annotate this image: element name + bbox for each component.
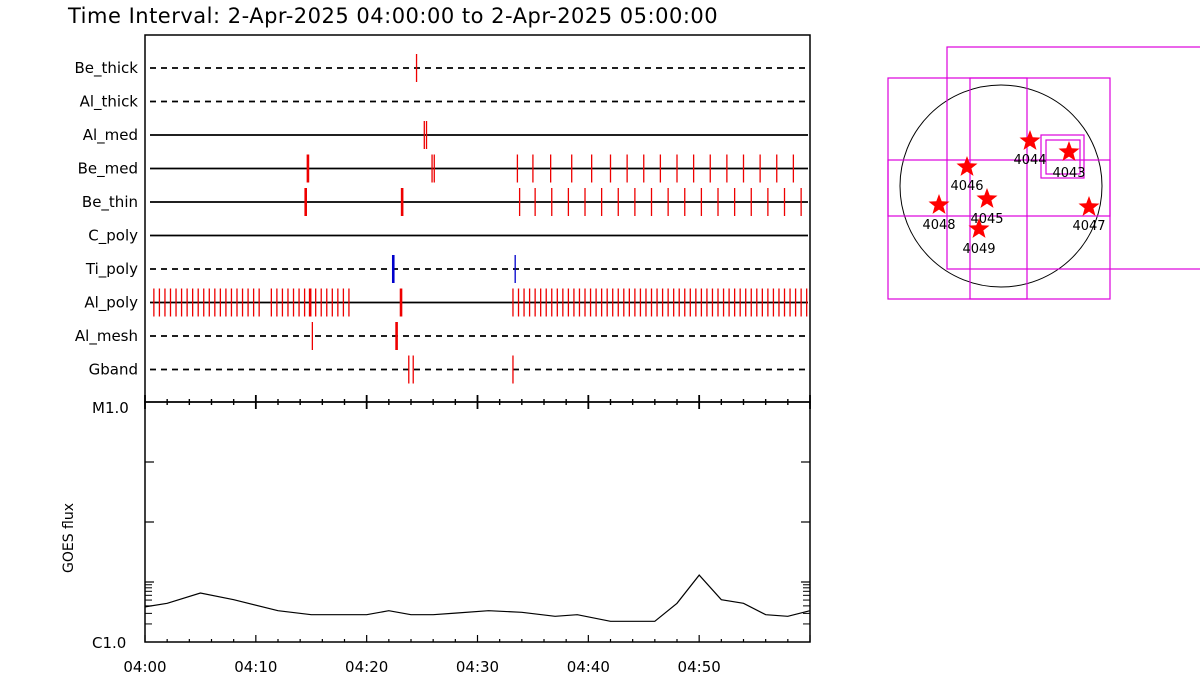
row-label: Al_thick (80, 93, 139, 112)
region-number: 4043 (1052, 166, 1085, 181)
row-label: Be_thin (82, 193, 138, 212)
fov-box (946, 46, 1200, 270)
goes-flux-line (144, 574, 811, 622)
timeline-row: Al_poly (84, 288, 808, 317)
active-region: 4044 (1013, 130, 1047, 168)
region-number: 4048 (922, 218, 955, 233)
row-label: Al_poly (84, 294, 138, 313)
active-region: 4047 (1072, 196, 1106, 234)
timeline-row: Be_med (78, 154, 808, 183)
y-tick-label-top: M1.0 (92, 399, 129, 417)
star-icon (968, 218, 990, 238)
chart-title: Time Interval: 2-Apr-2025 04:00:00 to 2-… (67, 4, 718, 28)
x-tick-label: 04:10 (234, 658, 277, 676)
star-icon (956, 156, 978, 176)
region-number: 4049 (962, 242, 995, 257)
x-tick-label: 04:50 (678, 658, 721, 676)
row-label: Be_thick (74, 59, 138, 78)
timeline-row: Be_thin (82, 188, 808, 216)
x-tick-label: 04:00 (123, 658, 166, 676)
star-icon (1019, 130, 1041, 150)
solar-disk-outline (899, 84, 1103, 288)
timeline-row: Al_mesh (75, 322, 808, 350)
x-tick-label: 04:20 (345, 658, 388, 676)
active-region: 4049 (962, 218, 996, 257)
y-axis-label: GOES flux (61, 503, 77, 573)
timeline-panel: Be_thick Al_thick Al_med Be_med Be_thin C_pol… (74, 34, 811, 403)
active-region: 4046 (950, 156, 984, 194)
x-tick-label: 04:30 (456, 658, 499, 676)
timeline-row: Gband (89, 355, 808, 384)
timeline-row: Ti_poly (85, 255, 808, 283)
fov-box (887, 159, 1111, 217)
active-regions: 4044 4043 4046 4045 4048 4049 4047 (922, 130, 1106, 257)
active-region: 4043 (1052, 141, 1086, 181)
active-region-map: 4044 4043 4046 4045 4048 4049 4047 (887, 46, 1200, 300)
row-label: Be_med (78, 160, 138, 179)
timeline-row: Al_med (83, 121, 808, 149)
row-label: Ti_poly (85, 260, 138, 279)
star-icon (1058, 141, 1080, 161)
region-number: 4047 (1072, 219, 1105, 234)
fov-boxes (887, 46, 1200, 300)
star-icon (928, 194, 950, 214)
timeline-row: Be_thick (74, 54, 808, 82)
goes-panel: M1.0 C1.0 GOES flux 04:00 04:10 04:20 04:30… (61, 395, 811, 676)
star-icon (976, 188, 998, 208)
timeline-rows: Be_thick Al_thick Al_med Be_med Be_thin C_pol… (74, 54, 808, 384)
fov-box (887, 77, 1111, 300)
x-tick-labels: 04:00 04:10 04:20 04:30 04:40 04:50 (123, 658, 720, 676)
x-tick-label: 04:40 (567, 658, 610, 676)
region-number: 4045 (970, 212, 1003, 227)
row-label: C_poly (88, 227, 138, 246)
timeline-row: C_poly (88, 227, 808, 246)
timeline-frame (144, 34, 811, 403)
region-number: 4046 (950, 179, 983, 194)
star-icon (1078, 196, 1100, 216)
timeline-row: Al_thick (80, 93, 808, 112)
fov-box (1040, 134, 1085, 179)
row-label: Gband (89, 361, 138, 379)
goes-frame (144, 401, 811, 643)
row-label: Al_mesh (75, 327, 138, 346)
goes-axis-ticks (144, 395, 811, 642)
row-label: Al_med (83, 126, 138, 145)
active-region: 4048 (922, 194, 956, 233)
fov-box (1045, 139, 1081, 175)
y-tick-label-bottom: C1.0 (92, 634, 126, 652)
region-number: 4044 (1013, 153, 1046, 168)
fov-box (969, 77, 1028, 300)
